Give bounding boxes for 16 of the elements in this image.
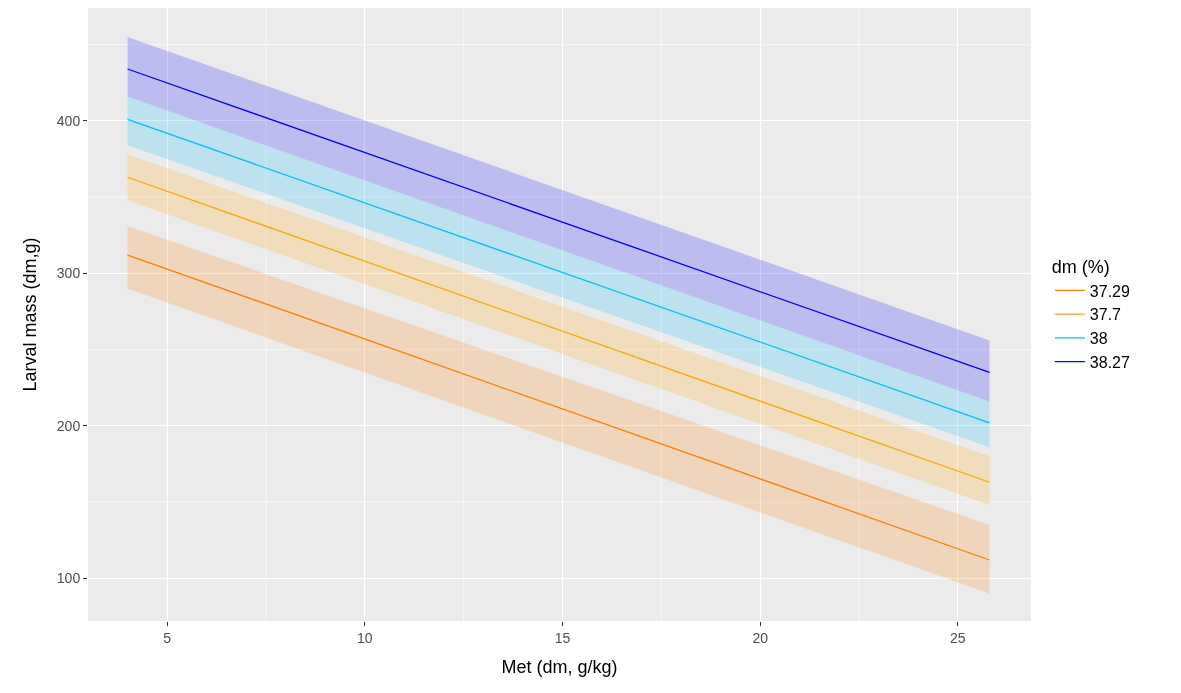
x-tick-label: 15 [554,629,571,646]
x-tick-label: 5 [163,629,172,646]
legend-label: 38 [1089,330,1108,348]
y-tick-label: 300 [56,265,81,282]
legend-label: 37.7 [1089,306,1122,324]
x-tick-label: 20 [752,629,769,646]
legend-title: dm (%) [1051,257,1110,278]
x-tick-label: 10 [356,629,373,646]
x-tick-label: 25 [950,629,966,646]
x-axis-title: Met (dm, g/kg) [501,656,618,677]
y-tick-label: 200 [56,417,81,434]
y-tick-label: 400 [56,112,81,129]
y-axis-title: Larval mass (dm,g) [20,237,41,392]
legend-label: 37.29 [1089,282,1130,300]
legend-label: 38.27 [1089,353,1130,371]
y-tick-label: 100 [56,570,81,587]
